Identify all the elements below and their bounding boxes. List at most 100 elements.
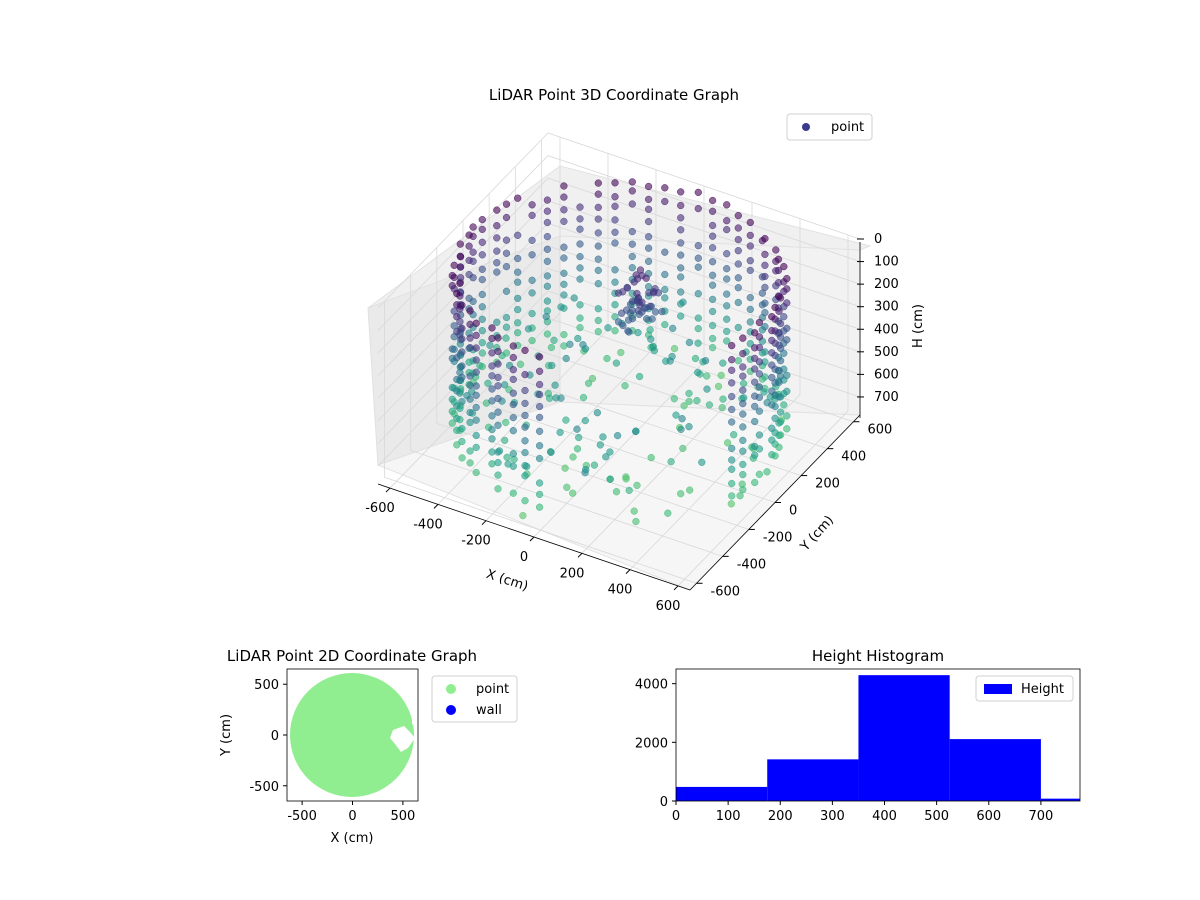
point-3d [596,441,604,449]
point-3d [509,389,517,397]
legend-marker-point [802,123,810,131]
point-3d [493,247,501,255]
point-3d [593,409,602,417]
point-3d [624,327,632,335]
point-3d [472,368,480,376]
point-3d [739,363,747,371]
point-3d [560,217,568,226]
point-3d [708,321,717,330]
point-3d [760,388,768,396]
point-3d [751,344,759,352]
point-3d [734,357,742,365]
point-3d [723,337,731,345]
point-3d [478,349,486,357]
point-3d [746,231,754,240]
point-3d [469,223,477,231]
point-3d [488,435,496,443]
point-3d [644,244,653,252]
point-3d [630,278,638,286]
point-3d [494,421,502,429]
point-3d [528,276,536,284]
point-3d [502,323,511,331]
grid-line-y [462,396,776,503]
point-3d [734,224,742,232]
point-3d [694,314,702,322]
point-3d [783,412,791,420]
point-3d [557,303,565,311]
point-3d [494,373,502,382]
point-3d [594,190,602,198]
point-3d [708,281,717,289]
point-3d [535,503,544,511]
point-3d [703,385,711,393]
point-3d [719,395,727,403]
point-3d [599,433,607,441]
point-3d [677,288,685,296]
point-3d [493,318,501,326]
x-tick-label-hist: 100 [716,809,741,824]
point-3d [723,275,731,283]
point-3d [649,289,658,297]
point-3d [545,394,554,402]
point-3d [739,486,747,494]
point-3d [611,301,619,309]
point-3d [751,392,759,400]
point-3d [493,234,501,242]
point-3d [478,326,486,335]
point-3d [780,313,788,321]
point-3d [456,253,465,261]
point-3d [755,370,764,378]
point-3d [723,439,732,447]
y-tick-label-3d: 400 [841,450,866,465]
point-3d [458,373,466,381]
point-3d [472,391,480,399]
point-3d [493,268,501,276]
point-3d [723,265,731,273]
point-3d [519,511,527,520]
point-3d [543,232,552,241]
z-axis-label-3d: H (cm) [911,304,926,348]
point-3d [728,492,736,500]
point-3d [535,427,544,435]
point-3d [576,275,584,283]
x-tick-label-hist: 0 [672,809,680,824]
points-3d [448,178,791,526]
point-3d [478,315,486,323]
point-3d [723,315,731,323]
histogram-title: Height Histogram [812,647,944,665]
point-3d [751,365,759,373]
x-tick-label-hist: 400 [872,809,897,824]
point-3d [574,334,582,343]
point-3d [581,416,589,425]
point-3d [543,272,552,280]
point-3d [465,256,473,265]
point-3d [723,201,731,209]
x-tick-label-2d: -500 [287,809,317,824]
point-3d [509,489,517,497]
point-3d [466,459,474,467]
y-tick-label-3d: -200 [763,530,793,545]
point-3d [448,281,456,290]
point-3d [734,323,742,332]
point-3d [478,339,486,347]
point-3d [734,211,742,220]
point-3d [661,248,669,256]
point-3d [603,354,611,363]
point-3d [579,393,588,402]
point-3d [611,193,619,201]
point-3d [728,379,736,387]
point-3d [560,193,568,201]
point-3d [594,229,602,237]
point-3d [644,217,653,226]
point-3d [594,255,602,263]
point-3d [488,372,496,380]
x-tick-mark-3d [481,520,487,526]
point-3d [514,319,522,327]
point-3d [642,274,650,282]
point-3d [458,437,466,446]
point-3d [768,401,776,409]
point-3d [728,356,736,364]
point-3d [458,301,466,309]
point-3d [780,401,788,409]
point-3d [458,324,466,332]
